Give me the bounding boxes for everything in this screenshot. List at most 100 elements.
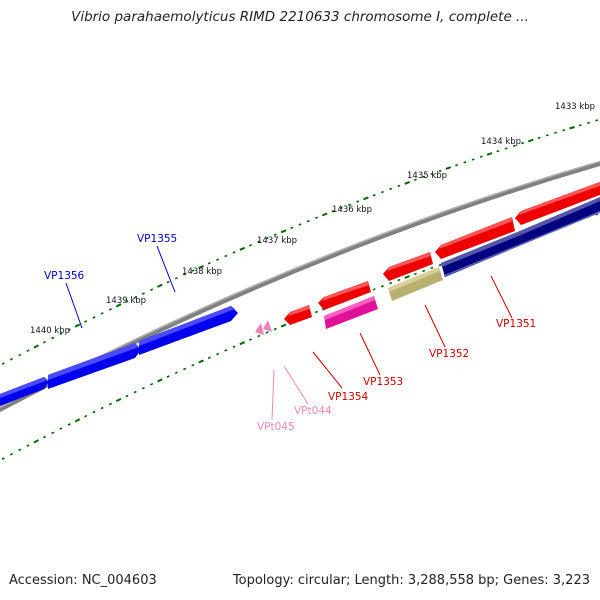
outer-scale-tick bbox=[198, 264, 204, 270]
outer-scale-tick bbox=[404, 181, 410, 185]
gene-vp1353[interactable] bbox=[324, 296, 378, 329]
inner-scale-tick bbox=[438, 263, 442, 267]
outer-scale-tick bbox=[280, 229, 287, 234]
gene-vp1351[interactable] bbox=[441, 195, 600, 277]
outer-scale-tick bbox=[183, 273, 187, 276]
scale-label-1438: 1438 kbp bbox=[182, 267, 222, 277]
outer-scale-tick bbox=[42, 340, 46, 344]
inner-scale-tick bbox=[84, 414, 88, 418]
connector-vp1354 bbox=[312, 351, 343, 389]
outer-scale-tick bbox=[125, 300, 129, 303]
outer-scale-tick bbox=[527, 138, 534, 143]
outer-scale-tick bbox=[471, 158, 475, 161]
outer-scale-tick bbox=[321, 212, 328, 217]
scale-label-1433: 1433 kbp bbox=[555, 102, 595, 112]
inner-scale-tick bbox=[232, 345, 236, 349]
outer-scale-tick bbox=[166, 280, 170, 284]
outer-scale-tick bbox=[133, 296, 137, 299]
outer-scale-tick bbox=[298, 223, 302, 226]
outer-scale-tick bbox=[578, 124, 582, 127]
inner-scale-tick bbox=[413, 272, 417, 276]
inner-scale-tick bbox=[74, 418, 81, 423]
outer-scale-tick bbox=[512, 144, 516, 147]
gene-labels: VP1356 VP1355 VP1354 VP1353 VP1352 VP135… bbox=[44, 233, 536, 433]
outer-scale-tick bbox=[562, 129, 566, 132]
outer-scale-tick bbox=[445, 166, 452, 170]
outer-scale-tick bbox=[108, 308, 112, 311]
inner-scale-tick bbox=[430, 266, 434, 270]
gene-label-vp1354[interactable]: VP1354 bbox=[328, 391, 369, 403]
outer-scale-tick bbox=[413, 178, 417, 182]
inner-scale-tick bbox=[380, 284, 384, 288]
connector-vp1351 bbox=[490, 275, 513, 319]
gene-vp1351-top-b[interactable] bbox=[515, 180, 600, 225]
inner-scale-tick bbox=[115, 397, 122, 403]
outer-scale-tick bbox=[18, 353, 22, 357]
inner-scale-tick bbox=[280, 323, 287, 328]
gene-label-vpt045[interactable]: VPt045 bbox=[257, 421, 295, 433]
gene-label-vpt044[interactable]: VPt044 bbox=[294, 405, 332, 417]
inner-scale-tick bbox=[92, 410, 96, 414]
inner-scale-tick bbox=[108, 402, 112, 406]
inner-scale-tick bbox=[183, 367, 187, 371]
outer-scale-tick bbox=[257, 240, 261, 243]
gene-vp1353-top[interactable] bbox=[318, 281, 371, 310]
gene-label-vp1353[interactable]: VP1353 bbox=[363, 376, 403, 388]
outer-scale-tick bbox=[306, 219, 310, 223]
scale-labels: 1433 kbp 1434 kbp 1435 kbp 1436 kbp 1437… bbox=[30, 102, 595, 336]
outer-scale-tick bbox=[224, 254, 228, 258]
scale-label-1435: 1435 kbp bbox=[407, 171, 447, 181]
inner-scale-tick bbox=[26, 444, 30, 447]
gene-vp1356[interactable] bbox=[0, 343, 141, 408]
outer-scale-tick bbox=[537, 136, 541, 140]
connector-vp1355 bbox=[156, 245, 176, 293]
outer-scale-tick bbox=[486, 152, 493, 156]
inner-scale-tick bbox=[1, 457, 5, 460]
connector-vp1352 bbox=[424, 304, 446, 348]
inner-scale-tick bbox=[595, 213, 599, 216]
outer-scale-tick bbox=[33, 344, 39, 349]
gene-label-vp1355[interactable]: VP1355 bbox=[137, 233, 177, 245]
inner-scale-tick bbox=[216, 352, 220, 356]
gene-vp1351-top-a[interactable] bbox=[435, 217, 515, 259]
gene-vp1355[interactable] bbox=[139, 306, 238, 355]
outer-scale-tick bbox=[347, 203, 351, 206]
outer-scale-tick bbox=[92, 316, 96, 319]
trna-vpt044[interactable] bbox=[263, 320, 272, 332]
inner-scale-tick bbox=[257, 334, 261, 338]
outer-scale-tick bbox=[216, 258, 220, 261]
connector-vp1356 bbox=[65, 282, 83, 329]
inner-scale-tick bbox=[224, 349, 228, 352]
outer-scale-tick bbox=[100, 312, 104, 315]
inner-scale-tick bbox=[265, 331, 269, 334]
outer-scale-tick bbox=[191, 269, 195, 272]
outer-scale-tick bbox=[331, 209, 335, 213]
outer-scale-tick bbox=[463, 161, 467, 164]
inner-scale-tick bbox=[133, 390, 137, 394]
gene-label-vp1351[interactable]: VP1351 bbox=[496, 318, 536, 330]
gene-vp1352-top[interactable] bbox=[383, 252, 433, 281]
gene-vp1354[interactable] bbox=[284, 305, 312, 325]
outer-scale-tick bbox=[26, 349, 30, 353]
inner-scale-tick bbox=[422, 269, 426, 273]
outer-scale-tick bbox=[239, 246, 246, 251]
gene-vp1352[interactable] bbox=[388, 267, 443, 301]
connector-vpt045 bbox=[271, 369, 275, 421]
outer-scale-tick bbox=[290, 226, 294, 230]
inner-scale-tick bbox=[9, 452, 13, 456]
inner-scale-tick bbox=[125, 394, 129, 398]
gene-label-vp1356[interactable]: VP1356 bbox=[44, 270, 85, 282]
trna-vpt045[interactable] bbox=[255, 323, 264, 335]
inner-scale-tick bbox=[273, 327, 277, 331]
scale-label-1440: 1440 kbp bbox=[30, 326, 70, 336]
outer-scale-tick bbox=[438, 169, 442, 173]
inner-scale-tick bbox=[191, 363, 195, 367]
gene-label-vp1352[interactable]: VP1352 bbox=[429, 348, 469, 360]
inner-scale-tick bbox=[157, 378, 163, 383]
outer-scale-tick bbox=[265, 236, 269, 240]
inner-scale-tick bbox=[198, 359, 204, 364]
outer-scale-tick bbox=[314, 216, 319, 220]
inner-scale-tick bbox=[372, 288, 376, 291]
outer-scale-tick bbox=[372, 193, 376, 197]
